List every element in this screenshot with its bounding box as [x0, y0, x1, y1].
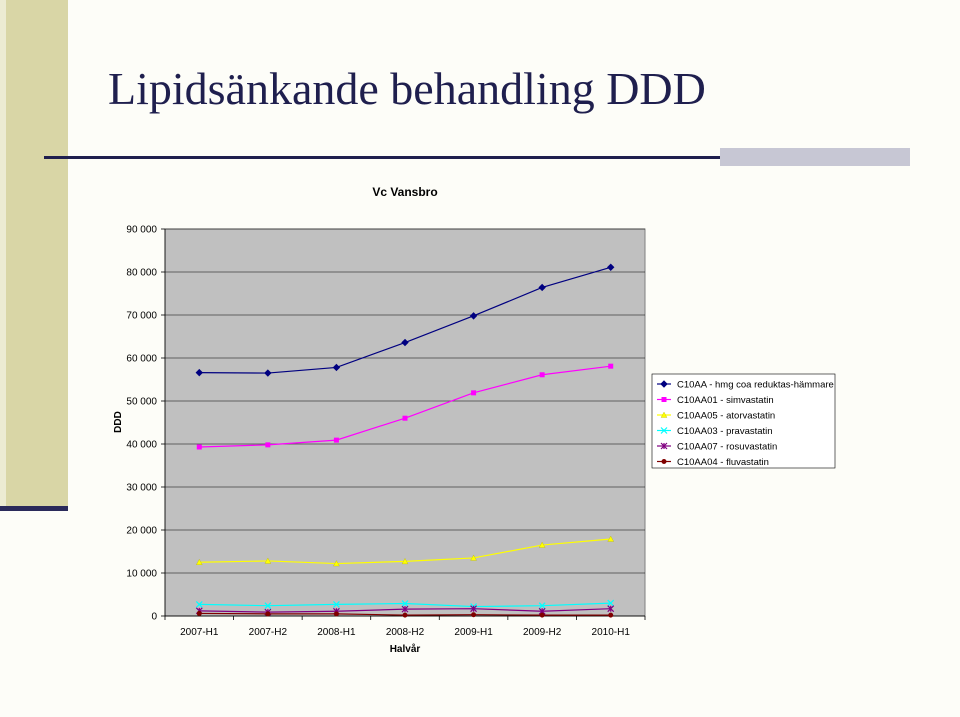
legend-label: C10AA01 - simvastatin: [677, 395, 774, 406]
data-point: [264, 557, 272, 564]
legend-entry: C10AA - hmg coa reduktas-hämmare: [657, 380, 834, 391]
data-point: [661, 459, 667, 464]
data-point: [265, 442, 271, 448]
chart-title: Vc Vansbro: [372, 185, 437, 199]
data-point: [469, 312, 478, 320]
legend-box: [651, 373, 836, 469]
data-point: [470, 554, 477, 561]
y-tick-label: 90 000: [126, 225, 157, 236]
data-point: [660, 380, 668, 388]
series: [195, 599, 615, 610]
data-point: [333, 560, 340, 567]
y-tick-label: 40 000: [126, 440, 157, 451]
data-point: [538, 602, 546, 610]
title-underline: [44, 156, 910, 159]
x-tick-label: 2007-H1: [180, 627, 219, 638]
legend-label: C10AA04 - fluvastatin: [677, 457, 769, 468]
data-point: [195, 368, 203, 377]
data-point: [196, 558, 203, 565]
data-point: [401, 605, 409, 613]
x-tick-label: 2007-H2: [249, 627, 288, 638]
data-point: [539, 612, 545, 618]
x-axis-label: Halvår: [390, 643, 421, 655]
data-point: [196, 610, 202, 616]
series: [196, 535, 614, 567]
data-point: [660, 411, 668, 418]
data-point: [608, 363, 614, 369]
data-point: [470, 605, 477, 613]
legend-entry: C10AA03 - pravastatin: [657, 426, 773, 437]
legend-entry: C10AA07 - rosuvastatin: [657, 442, 777, 453]
y-tick-label: 20 000: [126, 526, 157, 537]
data-point: [333, 611, 339, 617]
slide-title: Lipidsänkande behandling DDD: [108, 63, 706, 114]
data-point: [333, 600, 340, 608]
legend-label: C10AA05 - atorvastatin: [677, 411, 775, 422]
data-point: [607, 605, 615, 613]
data-point: [660, 427, 668, 434]
y-axis-label: DDD: [113, 411, 124, 433]
data-point: [607, 599, 615, 607]
data-point: [195, 600, 203, 608]
data-point: [607, 263, 615, 271]
y-tick-label: 70 000: [126, 311, 157, 322]
legend-label: C10AA - hmg coa reduktas-hämmare: [677, 380, 834, 391]
chart-legend: C10AA - hmg coa reduktas-hämmare C10AA01 …: [651, 373, 836, 469]
data-point: [264, 602, 272, 610]
data-point: [660, 442, 668, 450]
data-point: [264, 369, 272, 377]
data-point: [265, 611, 271, 617]
legend-entry: C10AA01 - simvastatin: [657, 395, 774, 406]
data-point: [471, 612, 477, 618]
slide-decor-bar: [0, 0, 68, 510]
data-point: [607, 535, 614, 542]
plot-area: [164, 228, 646, 617]
data-point: [401, 338, 409, 347]
data-point: [661, 397, 667, 402]
data-point: [538, 283, 546, 292]
y-tick-label: 10 000: [126, 569, 157, 580]
series: [196, 363, 614, 450]
data-point: [401, 600, 409, 607]
data-point: [608, 612, 614, 618]
data-point: [539, 372, 545, 378]
y-tick-label: 80 000: [126, 268, 157, 279]
series: [196, 610, 614, 618]
x-tick-label: 2010-H1: [592, 627, 631, 638]
x-tick-labels: 2007-H1 2007-H2 2008-H1 2008-H2 2009-H1 2009-…: [164, 616, 646, 638]
slide-decor-bar-edge: [0, 0, 6, 510]
data-point: [196, 444, 202, 450]
y-tick-label: 30 000: [126, 483, 157, 494]
x-tick-label: 2008-H1: [317, 627, 356, 638]
legend-label: C10AA07 - rosuvastatin: [677, 442, 777, 453]
data-point: [333, 437, 339, 443]
y-tick-label: 50 000: [126, 397, 157, 408]
x-tick-label: 2008-H2: [386, 627, 425, 638]
data-point: [401, 558, 409, 565]
y-tick-label: 60 000: [126, 354, 157, 365]
y-tick-labels: 0 10 000 20 000 30 000 40 000 50 000 60 000 70 …: [126, 225, 165, 623]
data-point: [402, 612, 408, 618]
series-group: [195, 263, 615, 618]
title-underline-accent: [720, 148, 910, 166]
series: [195, 263, 615, 377]
data-point: [332, 363, 341, 372]
x-tick-label: 2009-H1: [454, 627, 493, 638]
data-point: [471, 390, 477, 396]
slide-decor-bar-foot: [0, 506, 68, 511]
x-tick-label: 2009-H2: [523, 627, 562, 638]
y-tick-label: 0: [151, 612, 157, 623]
data-point: [538, 541, 546, 548]
legend-entry: C10AA05 - atorvastatin: [657, 411, 775, 422]
legend-entry: C10AA04 - fluvastatin: [657, 457, 769, 468]
legend-label: C10AA03 - pravastatin: [677, 426, 773, 437]
data-point: [402, 415, 408, 421]
